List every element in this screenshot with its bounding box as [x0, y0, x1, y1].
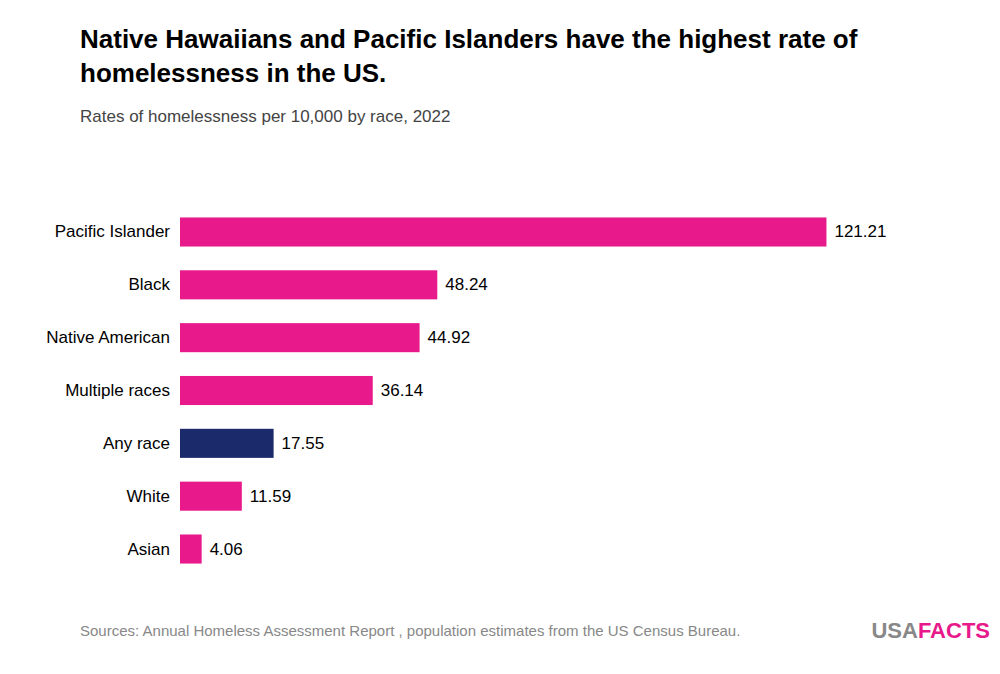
- bar: [180, 482, 242, 511]
- category-label: Any race: [103, 434, 170, 453]
- bar: [180, 429, 274, 458]
- bars: [180, 217, 826, 563]
- logo: USAFACTS: [871, 618, 990, 643]
- category-label: Black: [128, 275, 170, 294]
- bar: [180, 217, 826, 246]
- labels: 121.21 48.24 44.92 36.14 17.55 11.59 4.06: [210, 222, 887, 558]
- category-label: White: [127, 487, 170, 506]
- value-label: 121.21: [834, 222, 886, 241]
- logo-part: FACTS: [918, 618, 990, 643]
- chart: Native Hawaiians and Pacific Islanders h…: [0, 0, 1000, 674]
- value-label: 48.24: [445, 275, 488, 294]
- title-line: homelessness in the US.: [80, 58, 386, 88]
- title: Native Hawaiians and Pacific Islanders h…: [80, 24, 858, 88]
- subtitle: Rates of homelessness per 10,000 by race…: [80, 107, 450, 126]
- bar: [180, 534, 202, 563]
- category-label: Asian: [127, 540, 170, 559]
- title-line: Native Hawaiians and Pacific Islanders h…: [80, 24, 858, 54]
- category-label: Multiple races: [65, 381, 170, 400]
- logo-part: USA: [871, 618, 918, 643]
- category-label: Pacific Islander: [55, 222, 171, 241]
- value-label: 44.92: [428, 328, 471, 347]
- background: [0, 0, 1000, 674]
- value-label: 36.14: [381, 381, 424, 400]
- value-label: 4.06: [210, 540, 243, 559]
- source: Sources: Annual Homeless Assessment Repo…: [80, 622, 740, 639]
- bar: [180, 376, 373, 405]
- bar: [180, 270, 437, 299]
- value-label: 11.59: [250, 487, 291, 506]
- value-label: 17.55: [282, 434, 325, 453]
- category-label: Native American: [46, 328, 170, 347]
- bar: [180, 323, 420, 352]
